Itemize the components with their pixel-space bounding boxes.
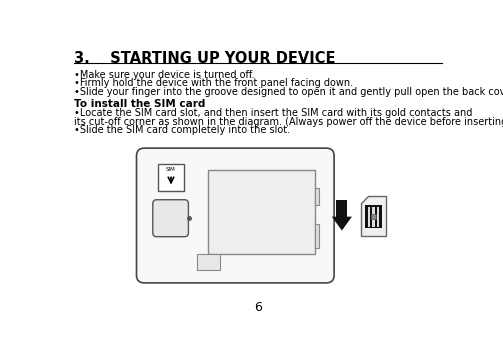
Bar [208,170,315,254]
Text: •Slide your finger into the groove designed to open it and gently pull open the : •Slide your finger into the groove desig… [74,87,503,97]
Text: its cut-off corner as shown in the diagram. (Always power off the device before : its cut-off corner as shown in the diagr… [74,117,503,127]
FancyBboxPatch shape [136,148,334,283]
Text: 6: 6 [254,302,262,314]
Bar [365,205,382,228]
Bar [315,224,319,248]
Bar [158,164,184,191]
Text: •Make sure your device is turned off.: •Make sure your device is turned off. [74,69,254,80]
Bar [373,207,375,227]
Text: •Locate the SIM card slot, and then insert the SIM card with its gold contacts a: •Locate the SIM card slot, and then inse… [74,108,472,118]
Bar [377,207,379,227]
Text: 3.    STARTING UP YOUR DEVICE: 3. STARTING UP YOUR DEVICE [74,51,335,66]
Text: •Firmly hold the device with the front panel facing down.: •Firmly hold the device with the front p… [74,78,353,88]
Bar [337,200,347,217]
Bar [368,207,370,227]
Polygon shape [332,217,352,231]
Text: SIM: SIM [166,166,176,172]
Bar [371,214,376,219]
Text: To install the SIM card: To install the SIM card [74,99,205,109]
FancyBboxPatch shape [153,200,189,237]
Bar [197,254,220,270]
Bar [315,188,319,205]
Text: •Slide the SIM card completely into the slot.: •Slide the SIM card completely into the … [74,125,290,135]
Polygon shape [361,196,386,236]
